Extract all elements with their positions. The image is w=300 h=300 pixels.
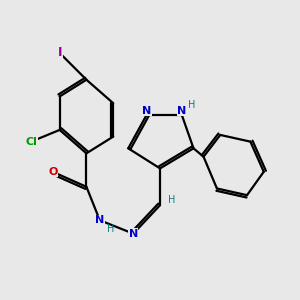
Text: O: O [48,167,58,177]
Text: N: N [129,229,138,238]
Text: N: N [177,106,186,116]
Text: H: H [107,224,114,234]
Text: N: N [95,215,104,225]
Text: H: H [188,100,196,110]
Text: N: N [142,106,151,116]
Text: H: H [168,195,176,205]
Text: Cl: Cl [25,136,37,147]
Text: I: I [57,46,62,59]
